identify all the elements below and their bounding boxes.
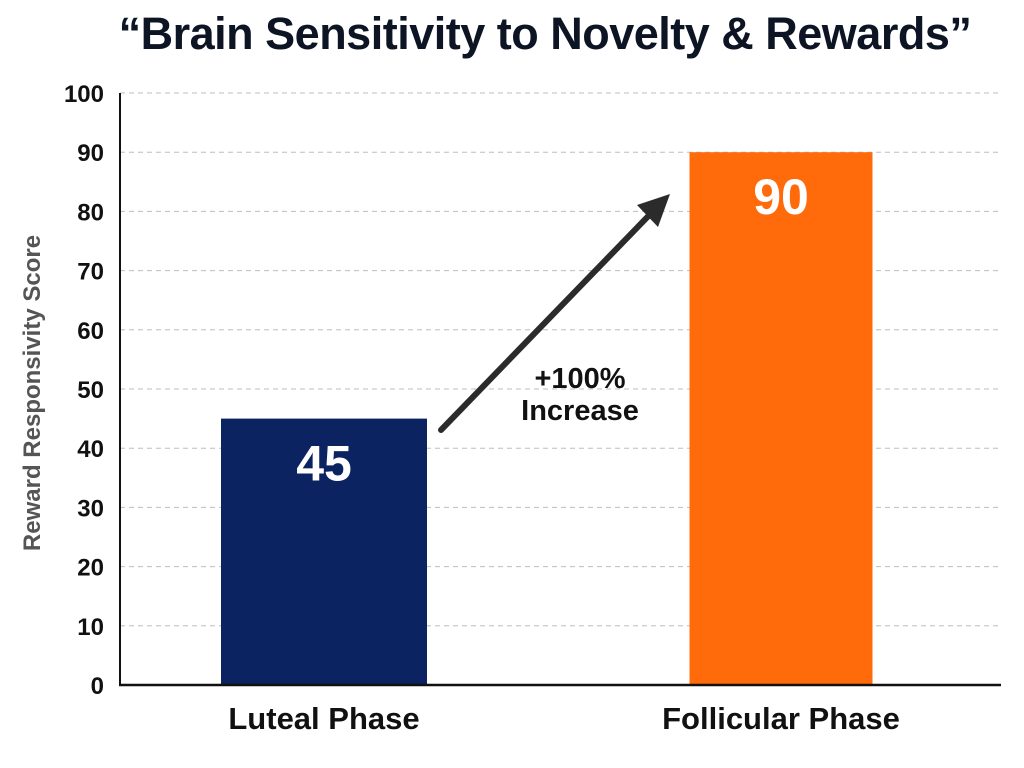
- x-tick-label: Follicular Phase: [662, 701, 900, 736]
- y-tick-label: 100: [64, 81, 104, 108]
- bars: [221, 152, 873, 685]
- y-tick-label: 40: [77, 436, 104, 463]
- bar-value-label: 45: [296, 436, 352, 492]
- bar-value-label: 90: [753, 169, 809, 225]
- y-tick-labels: 0 10 20 30 40 50 60 70 80 90 100: [64, 81, 104, 700]
- y-tick-label: 60: [77, 318, 104, 345]
- annotation-text: Increase: [521, 395, 639, 427]
- y-tick-label: 50: [77, 377, 104, 404]
- annotation-percent: +100%: [534, 363, 625, 395]
- y-tick-label: 10: [77, 614, 104, 641]
- y-tick-label: 0: [91, 673, 104, 700]
- y-tick-label: 20: [77, 555, 104, 582]
- axes: [119, 93, 1001, 687]
- arrowhead-icon: [637, 194, 670, 227]
- x-tick-label: Luteal Phase: [228, 701, 419, 736]
- increase-arrow: [438, 200, 664, 433]
- y-tick-label: 70: [77, 259, 104, 286]
- x-tick-labels: Luteal Phase Follicular Phase: [228, 701, 900, 736]
- bar-luteal-phase: [221, 418, 427, 685]
- bar-value-labels: 45 90: [296, 169, 809, 491]
- y-tick-label: 30: [77, 495, 104, 522]
- y-tick-label: 80: [77, 199, 104, 226]
- y-axis-label: Reward Responsivity Score: [19, 235, 46, 551]
- chart-title: “Brain Sensitivity to Novelty & Rewards”: [118, 8, 972, 59]
- increase-annotation: +100% Increase: [438, 194, 670, 433]
- y-tick-label: 90: [77, 140, 104, 167]
- bar-follicular-phase: [689, 152, 873, 685]
